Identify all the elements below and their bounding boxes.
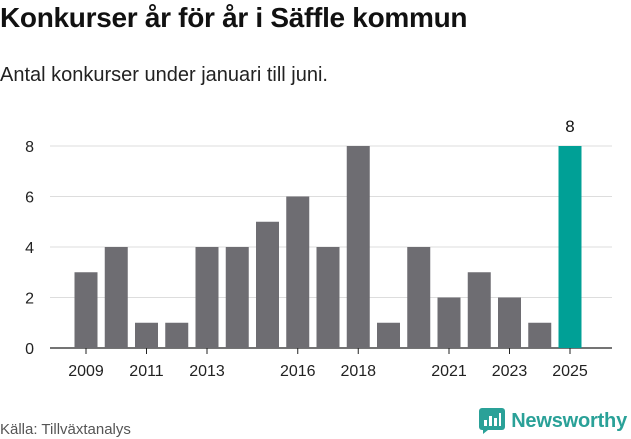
y-tick-label: 8 [25,139,34,156]
x-tick-label: 2018 [340,363,376,380]
brand-logo: Newsworthy [479,408,627,434]
bar-2024 [528,322,552,348]
x-tick-label: 2011 [129,363,164,380]
bar-2020 [407,247,431,348]
chart-title: Konkurser år för år i Säffle kommun [0,2,468,33]
bar-2009 [74,272,98,348]
bar-2025 [558,146,582,348]
bar-2016 [286,196,310,348]
bar-2018 [346,146,370,348]
x-tick-label: 2023 [492,363,528,380]
bar-2021 [437,297,461,348]
x-tick-label: 2013 [189,363,225,380]
data-label-2025: 8 [565,117,574,136]
bar-2010 [104,247,128,348]
x-tick-label: 2016 [280,363,316,380]
x-tick-label: 2009 [68,363,104,380]
newsworthy-logo-icon [479,408,506,434]
bar-2014 [225,247,249,348]
y-tick-label: 6 [25,190,34,207]
brand-name: Newsworthy [511,409,627,432]
bar-2019 [377,322,400,348]
bar-chart: 0 2 4 6 8 2009 2011 2013 2016 2018 2021 2023 2025 8 [25,117,612,380]
bar-2012 [165,322,189,348]
x-tick-label: 2021 [431,363,467,380]
chart-subtitle: Antal konkurser under januari till juni. [0,64,328,86]
bar-2015 [256,221,279,348]
bar-2022 [467,272,491,348]
y-tick-label: 2 [25,291,34,308]
bar-2017 [316,247,340,348]
bar-2013 [195,247,219,348]
bar-2011 [135,322,158,348]
bar-2023 [498,297,521,348]
x-tick-label: 2025 [552,363,588,380]
y-tick-label: 0 [25,341,34,358]
y-tick-label: 4 [25,240,34,257]
source-credit: Källa: Tillväxtanalys [0,421,131,438]
